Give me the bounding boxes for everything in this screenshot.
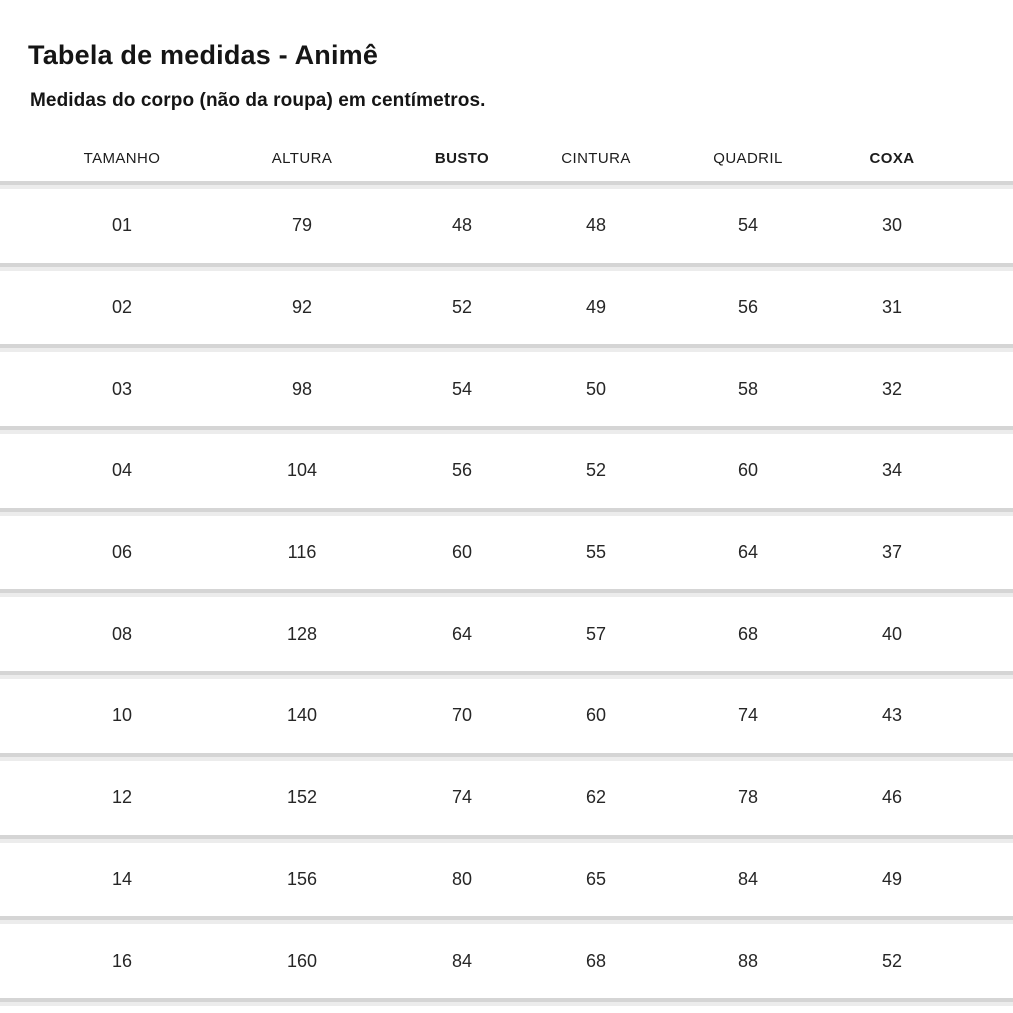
cell-quadril: 68: [737, 623, 759, 644]
table-row: 14 156 80 65 84 49: [0, 843, 1013, 917]
page-subtitle: Medidas do corpo (não da roupa) em centí…: [30, 90, 486, 111]
table-row: 08 128 64 57 68 40: [0, 597, 1013, 671]
cell-tamanho: 14: [111, 868, 133, 889]
cell-quadril: 58: [737, 378, 759, 399]
table-row: 06 116 60 55 64 37: [0, 516, 1013, 590]
cell-altura: 128: [286, 623, 318, 644]
cell-quadril: 60: [737, 460, 759, 481]
cell-busto: 80: [451, 868, 473, 889]
cell-tamanho: 16: [111, 950, 133, 971]
cell-coxa: 40: [881, 623, 903, 644]
cell-quadril: 84: [737, 868, 759, 889]
row-divider: [0, 589, 1013, 598]
cell-altura: 79: [291, 215, 313, 236]
cell-busto: 74: [451, 787, 473, 808]
cell-cintura: 65: [585, 868, 607, 889]
cell-busto: 56: [451, 460, 473, 481]
row-divider: [0, 426, 1013, 435]
cell-cintura: 52: [585, 460, 607, 481]
row-divider: [0, 262, 1013, 271]
row-divider: [0, 507, 1013, 516]
table-row: 03 98 54 50 58 32: [0, 352, 1013, 426]
column-header: CINTURA: [561, 149, 631, 167]
cell-tamanho: 01: [111, 215, 133, 236]
table-row: 12 152 74 62 78 46: [0, 761, 1013, 835]
column-header: COXA: [869, 149, 915, 167]
cell-altura: 160: [286, 950, 318, 971]
table-row: 02 92 52 49 56 31: [0, 271, 1013, 345]
cell-tamanho: 08: [111, 623, 133, 644]
table-row: 01 79 48 48 54 30: [0, 189, 1013, 263]
table-row: 04 104 56 52 60 34: [0, 434, 1013, 508]
cell-coxa: 52: [881, 950, 903, 971]
row-divider: [0, 344, 1013, 353]
cell-coxa: 34: [881, 460, 903, 481]
column-header: QUADRIL: [713, 149, 783, 167]
cell-coxa: 43: [881, 705, 903, 726]
cell-busto: 52: [451, 297, 473, 318]
column-header: BUSTO: [434, 149, 490, 167]
cell-altura: 116: [287, 542, 317, 563]
cell-cintura: 50: [585, 378, 607, 399]
table-row: 16 160 84 68 88 52: [0, 924, 1013, 998]
cell-tamanho: 02: [111, 297, 133, 318]
row-divider: [0, 997, 1013, 1006]
cell-quadril: 88: [737, 950, 759, 971]
cell-coxa: 49: [881, 868, 903, 889]
cell-quadril: 56: [737, 297, 759, 318]
cell-tamanho: 03: [111, 378, 133, 399]
cell-busto: 60: [451, 542, 473, 563]
cell-coxa: 32: [881, 378, 903, 399]
cell-cintura: 49: [585, 297, 607, 318]
cell-coxa: 37: [881, 542, 903, 563]
cell-coxa: 46: [881, 787, 903, 808]
row-divider: [0, 752, 1013, 761]
cell-cintura: 48: [585, 215, 607, 236]
cell-altura: 98: [291, 378, 313, 399]
cell-tamanho: 12: [111, 787, 133, 808]
cell-altura: 104: [286, 460, 318, 481]
cell-altura: 92: [291, 297, 313, 318]
row-divider: [0, 671, 1013, 680]
measurements-table: TAMANHO ALTURA BUSTO CINTURA QUADRIL COXA 01 …: [0, 135, 1013, 1006]
cell-cintura: 55: [585, 542, 607, 563]
cell-altura: 156: [286, 868, 318, 889]
page-title: Tabela de medidas - Animê: [28, 40, 379, 70]
table-body: 01 79 48 48 54 30 02 92 52 49 56 31 03 9…: [0, 189, 1013, 1006]
cell-cintura: 68: [585, 950, 607, 971]
column-header: ALTURA: [271, 149, 333, 167]
cell-altura: 140: [286, 705, 318, 726]
cell-busto: 84: [451, 950, 473, 971]
cell-coxa: 30: [881, 215, 903, 236]
header-divider: [0, 181, 1013, 189]
column-header: TAMANHO: [83, 149, 161, 167]
cell-quadril: 78: [737, 787, 759, 808]
row-divider: [0, 916, 1013, 925]
cell-busto: 54: [451, 378, 473, 399]
cell-busto: 64: [451, 623, 473, 644]
cell-coxa: 31: [881, 297, 903, 318]
cell-tamanho: 06: [111, 542, 133, 563]
table-row: 10 140 70 60 74 43: [0, 679, 1013, 753]
cell-quadril: 74: [737, 705, 759, 726]
cell-cintura: 57: [585, 623, 607, 644]
cell-tamanho: 10: [111, 705, 133, 726]
cell-cintura: 60: [585, 705, 607, 726]
row-divider: [0, 834, 1013, 843]
cell-altura: 152: [286, 787, 318, 808]
cell-busto: 48: [451, 215, 473, 236]
cell-busto: 70: [451, 705, 473, 726]
cell-quadril: 54: [737, 215, 759, 236]
cell-tamanho: 04: [111, 460, 133, 481]
table-header-row: TAMANHO ALTURA BUSTO CINTURA QUADRIL COXA: [0, 135, 1013, 181]
cell-quadril: 64: [737, 542, 759, 563]
cell-cintura: 62: [585, 787, 607, 808]
